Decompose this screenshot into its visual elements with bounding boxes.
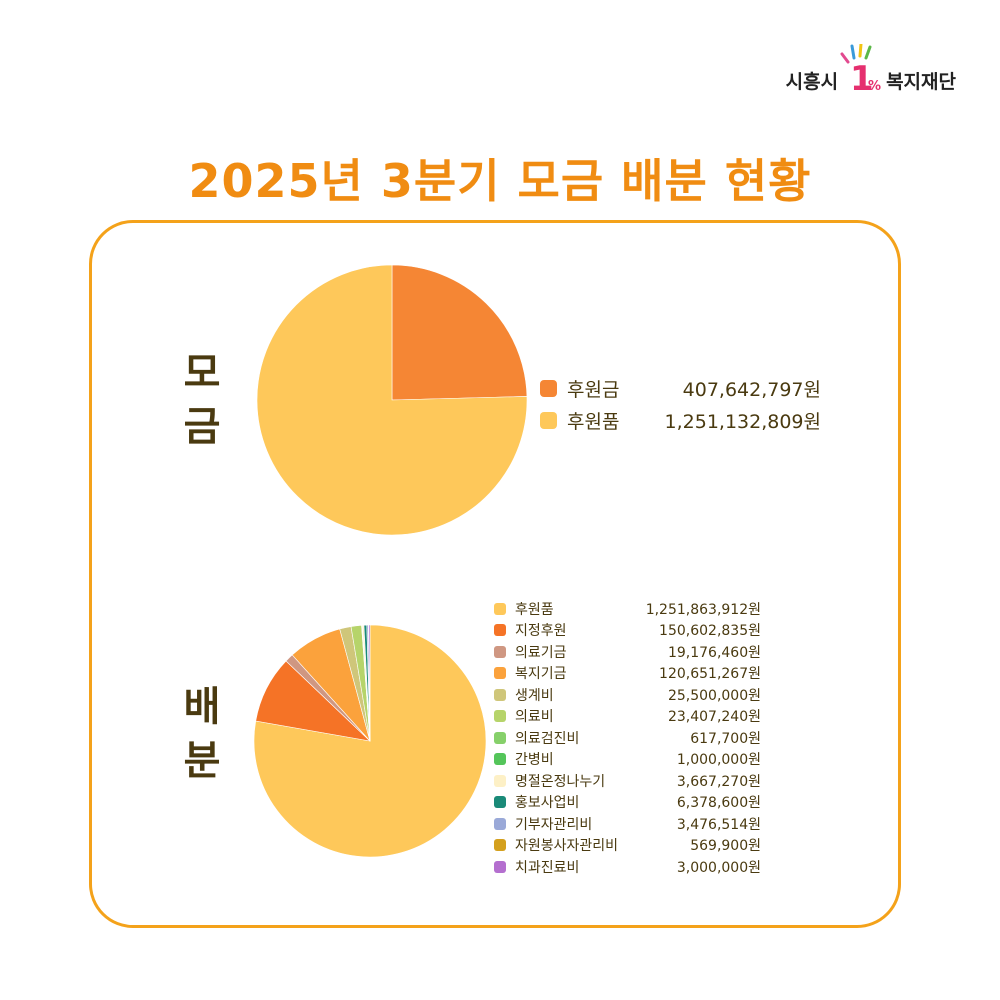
logo: 시흥시 1 % 복지재단 bbox=[786, 44, 956, 94]
fundraising-legend-item: 후원금 407,642,797원 bbox=[540, 372, 821, 404]
distribution-legend-item: 복지기금 120,651,267원 bbox=[494, 663, 761, 685]
distribution-legend-swatch bbox=[494, 624, 506, 637]
pie-slice-pie2-0 bbox=[253, 624, 487, 858]
distribution-legend-item: 의료기금 19,176,460원 bbox=[494, 641, 761, 663]
fundraising-legend-swatch bbox=[540, 411, 557, 429]
distribution-legend-swatch bbox=[494, 667, 506, 680]
distribution-legend-item: 의료비 23,407,240원 bbox=[494, 706, 761, 728]
fundraising-legend-value: 407,642,797원 bbox=[682, 378, 821, 401]
distribution-legend-label: 치과진료비 bbox=[515, 859, 580, 876]
distribution-legend-item: 자원봉사자관리비 569,900원 bbox=[494, 835, 761, 857]
fundraising-legend-swatch bbox=[540, 379, 557, 397]
distribution-legend-value: 1,251,863,912원 bbox=[645, 601, 761, 618]
distribution-legend-value: 23,407,240원 bbox=[667, 709, 761, 726]
fundraising-legend-value: 1,251,132,809원 bbox=[664, 410, 821, 433]
distribution-legend-value: 19,176,460원 bbox=[667, 644, 761, 661]
distribution-legend-label: 의료비 bbox=[515, 709, 554, 726]
distribution-legend-label: 명절온정나누기 bbox=[515, 773, 606, 790]
distribution-legend-value: 3,476,514원 bbox=[676, 816, 761, 833]
fundraising-legend-item: 후원품 1,251,132,809원 bbox=[540, 404, 821, 436]
distribution-legend-swatch bbox=[494, 839, 506, 852]
distribution-legend-item: 기부자관리비 3,476,514원 bbox=[494, 813, 761, 835]
logo-text-prefix: 시흥시 bbox=[785, 71, 839, 93]
distribution-legend-swatch bbox=[494, 602, 506, 615]
section-label-fundraising: 모금 bbox=[172, 346, 232, 454]
distribution-legend-value: 3,000,000원 bbox=[676, 859, 761, 876]
distribution-legend-item: 명절온정나누기 3,667,270원 bbox=[494, 770, 761, 792]
distribution-legend-value: 617,700원 bbox=[690, 730, 761, 747]
distribution-legend-item: 홍보사업비 6,378,600원 bbox=[494, 792, 761, 814]
distribution-legend-label: 간병비 bbox=[515, 752, 554, 769]
page-title: 2025년 3분기 모금 배분 현황 bbox=[188, 154, 812, 208]
pie-slice-pie1-1 bbox=[256, 264, 528, 536]
distribution-legend-label: 생계비 bbox=[515, 687, 554, 704]
distribution-legend-label: 후원품 bbox=[515, 601, 554, 618]
section-label-fundraising-text: 모금 bbox=[183, 350, 221, 450]
distribution-legend-label: 자원봉사자관리비 bbox=[515, 838, 619, 855]
logo-one-percent-mark: 1 % bbox=[840, 44, 884, 94]
distribution-legend-swatch bbox=[494, 774, 506, 787]
distribution-legend-value: 6,378,600원 bbox=[676, 795, 761, 812]
content-frame bbox=[89, 220, 901, 928]
distribution-legend-swatch bbox=[494, 753, 506, 766]
distribution-legend-label: 지정후원 bbox=[515, 623, 567, 640]
logo-text-suffix: 복지재단 bbox=[886, 71, 956, 93]
fundraising-legend-label: 후원금 bbox=[567, 378, 620, 401]
distribution-legend-item: 후원품 1,251,863,912원 bbox=[494, 598, 761, 620]
logo-percent: % bbox=[868, 79, 881, 94]
pie-slice-pie2-12 bbox=[368, 624, 371, 742]
distribution-legend-label: 복지기금 bbox=[515, 666, 567, 683]
distribution-legend-value: 3,667,270원 bbox=[676, 773, 761, 790]
pie-slice-pie1-0 bbox=[391, 264, 528, 401]
distribution-legend-label: 의료기금 bbox=[515, 644, 567, 661]
distribution-legend-value: 1,000,000원 bbox=[676, 752, 761, 769]
fundraising-pie-chart bbox=[256, 264, 528, 536]
distribution-legend-item: 치과진료비 3,000,000원 bbox=[494, 856, 761, 878]
distribution-legend-swatch bbox=[494, 860, 506, 873]
logo-one: 1 bbox=[850, 59, 874, 94]
distribution-legend-label: 홍보사업비 bbox=[515, 795, 580, 812]
distribution-legend-value: 25,500,000원 bbox=[667, 687, 761, 704]
distribution-legend-item: 의료검진비 617,700원 bbox=[494, 727, 761, 749]
distribution-legend-item: 간병비 1,000,000원 bbox=[494, 749, 761, 771]
distribution-legend-swatch bbox=[494, 796, 506, 809]
distribution-legend-value: 569,900원 bbox=[690, 838, 761, 855]
distribution-legend-swatch bbox=[494, 710, 506, 723]
distribution-legend-label: 기부자관리비 bbox=[515, 816, 593, 833]
distribution-legend-value: 150,602,835원 bbox=[659, 623, 761, 640]
distribution-legend-value: 120,651,267원 bbox=[659, 666, 761, 683]
section-label-distribution-text: 배분 bbox=[183, 684, 221, 784]
distribution-legend-swatch bbox=[494, 731, 506, 744]
fundraising-legend-label: 후원품 bbox=[567, 410, 620, 433]
distribution-legend-swatch bbox=[494, 645, 506, 658]
distribution-pie-chart bbox=[253, 624, 487, 858]
distribution-legend-item: 지정후원 150,602,835원 bbox=[494, 620, 761, 642]
distribution-legend-swatch bbox=[494, 817, 506, 830]
distribution-legend-swatch bbox=[494, 688, 506, 701]
distribution-legend-label: 의료검진비 bbox=[515, 730, 580, 747]
section-label-distribution: 배분 bbox=[172, 680, 232, 788]
distribution-legend-item: 생계비 25,500,000원 bbox=[494, 684, 761, 706]
